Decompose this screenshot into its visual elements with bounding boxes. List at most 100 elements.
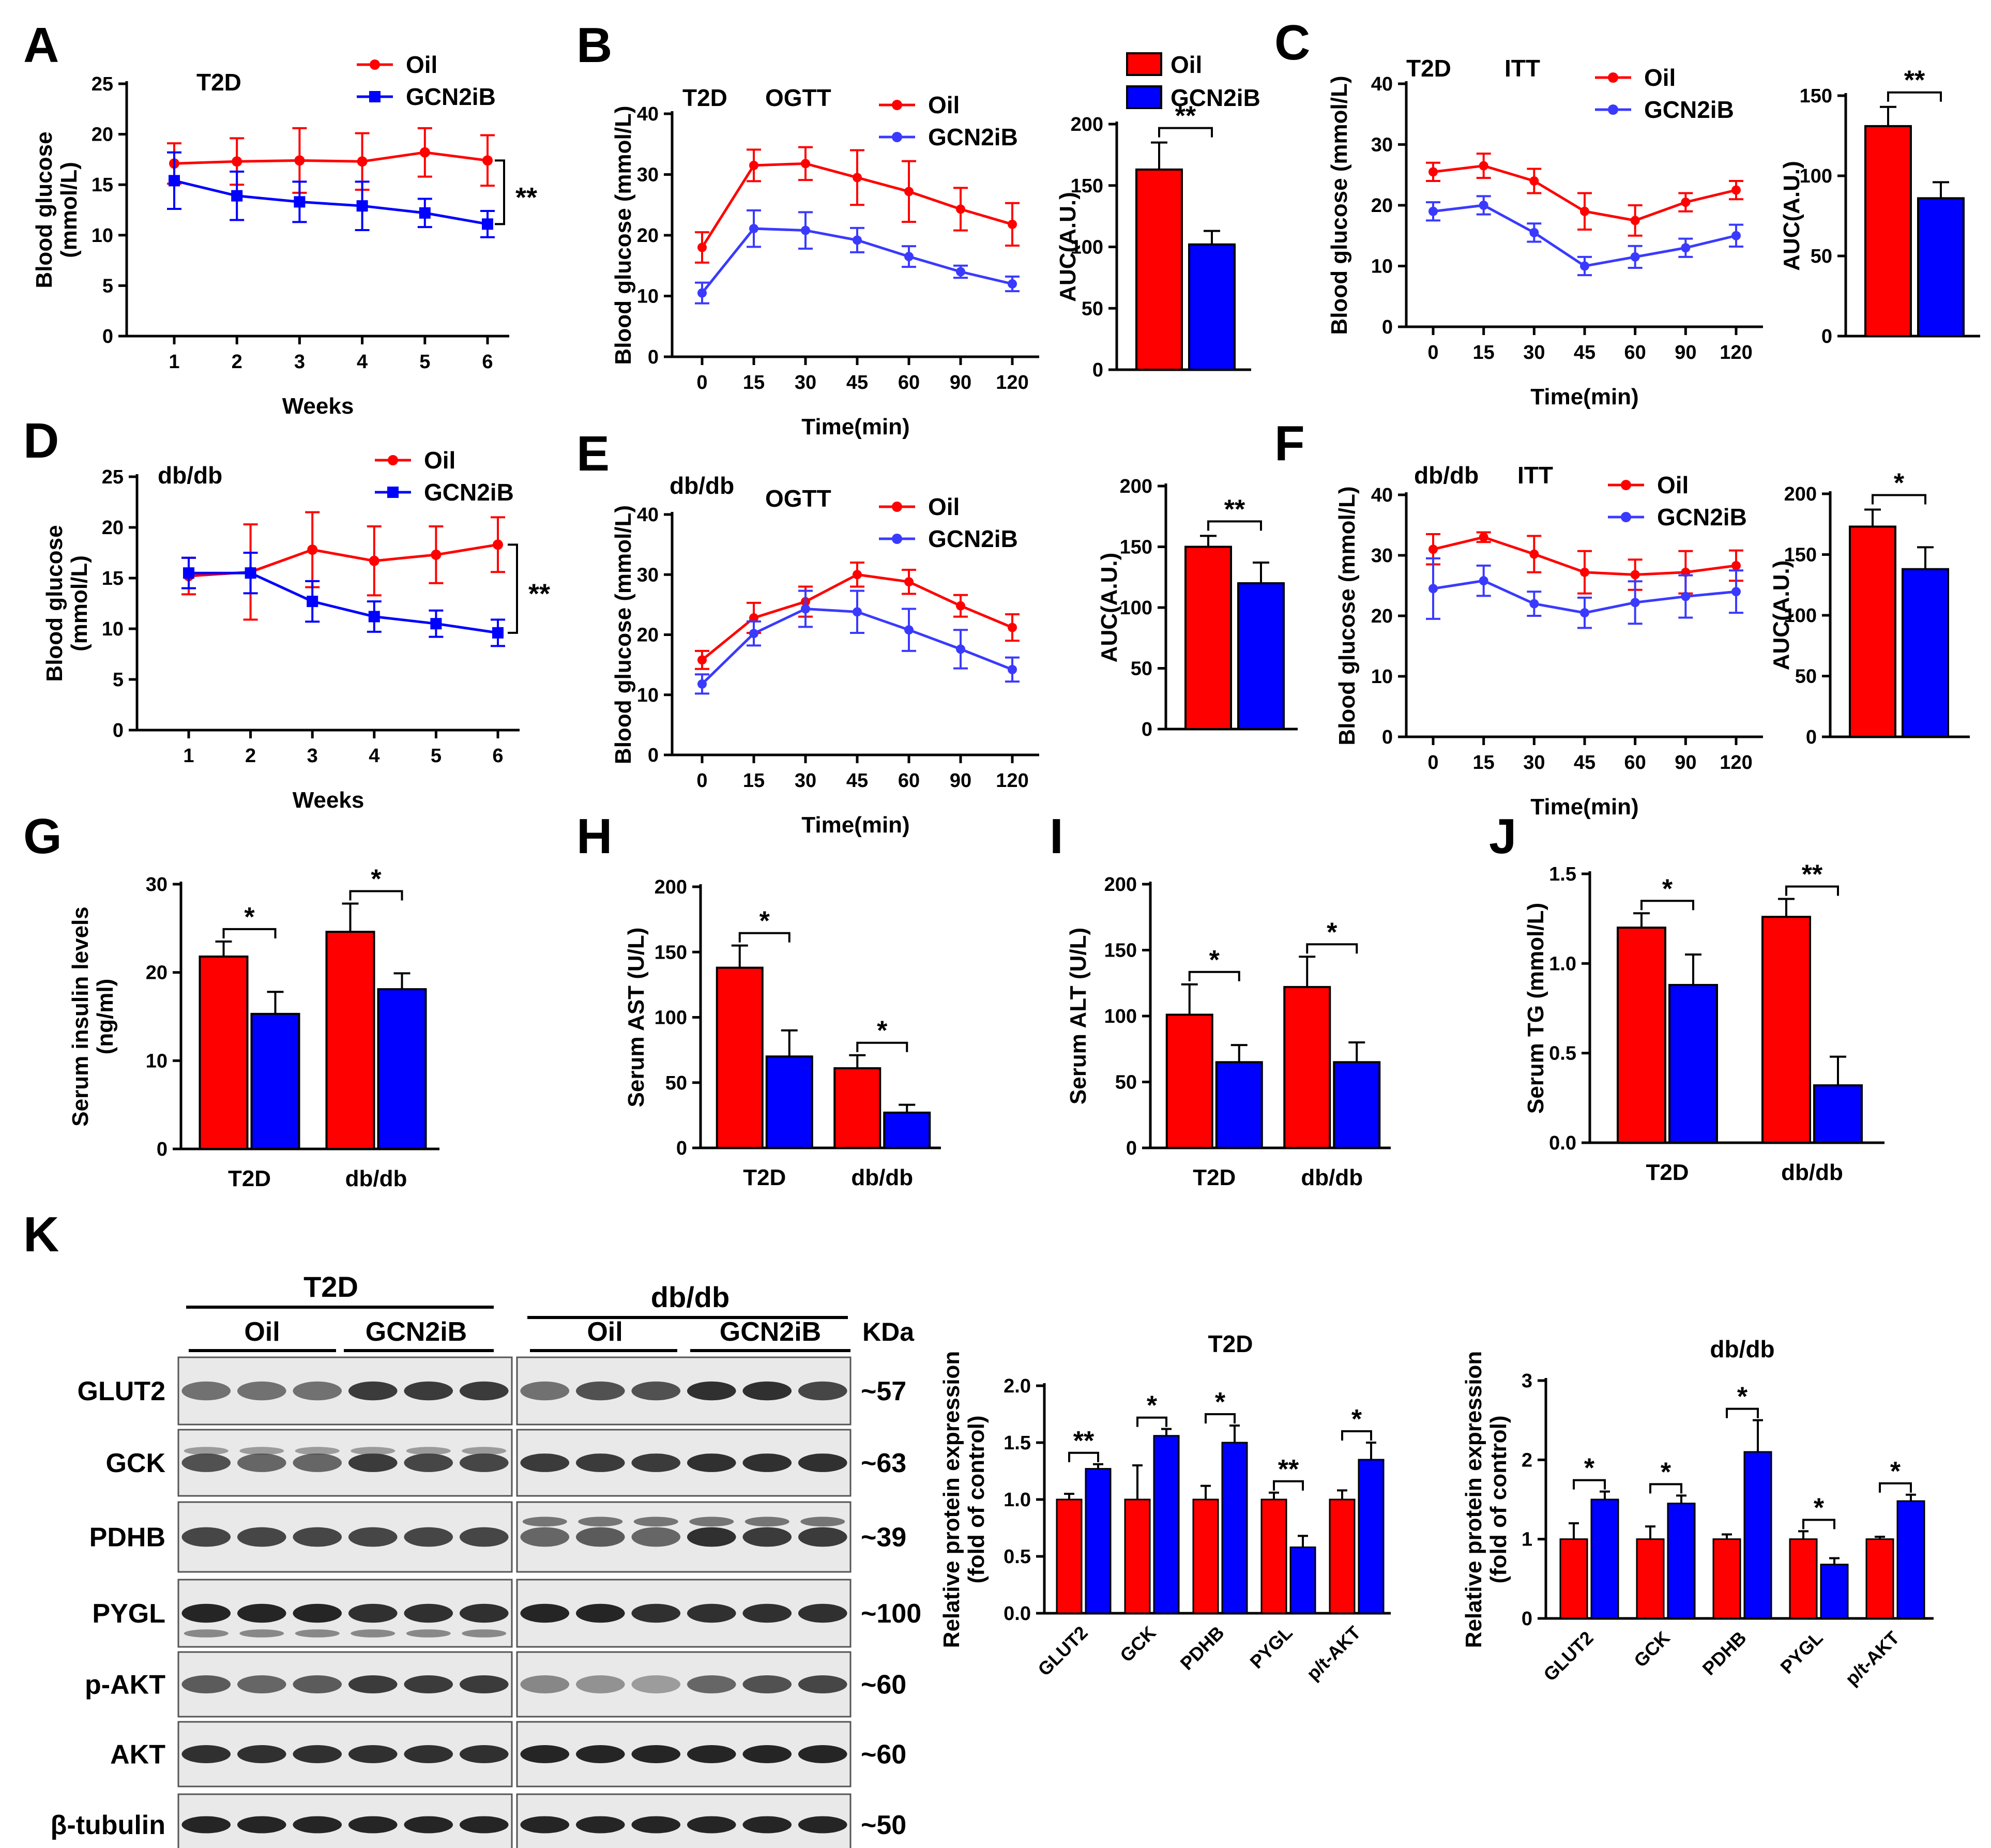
- x-axis-label: Time(min): [801, 812, 909, 838]
- protein-band: [293, 1453, 342, 1472]
- significance-label: *: [1351, 1404, 1362, 1434]
- protein-band: [798, 1745, 847, 1763]
- data-point: [1731, 561, 1741, 570]
- chart-title: db/db: [158, 462, 222, 489]
- blot-row-pygl: PYGL ~100: [92, 1579, 921, 1648]
- significance-bracket: [495, 159, 505, 225]
- data-point: [1731, 231, 1741, 240]
- line-chart-b: 0 10 20 30 40 0 15 30 45 60 90 120 Time(min) Blood gl…: [611, 84, 1039, 440]
- series-gcn2ib: [1426, 557, 1743, 629]
- y-tick-label: 20: [146, 962, 168, 984]
- blot-membrane: [516, 1793, 852, 1848]
- significance-label: *: [1662, 874, 1673, 904]
- y-tick-label: 20: [92, 124, 113, 146]
- protein-band: [520, 1675, 570, 1693]
- significance-bracket: [1207, 520, 1262, 531]
- series-oil: [695, 146, 1020, 264]
- y-tick-label: 5: [113, 669, 124, 691]
- data-point: [1681, 592, 1691, 601]
- data-point: [1428, 167, 1438, 177]
- protein-band: [237, 1816, 286, 1834]
- y-axis-label: (mmol/L): [67, 555, 92, 652]
- x-tick-label: p/t-AKT: [1841, 1627, 1904, 1690]
- panel-letter-e: E: [576, 426, 610, 481]
- significance-bracket: [1341, 1430, 1372, 1441]
- blot-membrane: [516, 1721, 852, 1788]
- protein-band: [520, 1381, 570, 1401]
- protein-band: [404, 1675, 453, 1693]
- legend-marker: [387, 487, 399, 498]
- protein-band: [404, 1453, 453, 1472]
- treatment-label-oil: Oil: [244, 1317, 280, 1347]
- significance-bracket: [1785, 885, 1839, 896]
- y-tick-label: 50: [1082, 298, 1103, 320]
- data-point: [1008, 219, 1017, 229]
- y-tick-label: 20: [1371, 605, 1393, 627]
- group-label-t2d: T2D: [303, 1270, 358, 1303]
- y-tick-label: 100: [1800, 165, 1832, 187]
- protein-band: [348, 1675, 398, 1693]
- data-point: [482, 218, 493, 230]
- protein-band: [631, 1453, 681, 1472]
- protein-band-secondary: [744, 1517, 789, 1527]
- y-axis-label: AUC(A.U.): [1097, 553, 1122, 663]
- bar-oil: [1260, 1498, 1287, 1614]
- data-point: [307, 596, 318, 608]
- data-point: [697, 655, 707, 665]
- protein-band-secondary: [239, 1629, 284, 1638]
- bar-oil: [1165, 1013, 1213, 1149]
- y-tick-label: 0: [1092, 359, 1103, 381]
- protein-band: [237, 1453, 286, 1472]
- legend-marker: [892, 132, 902, 142]
- significance-label: **: [1278, 1455, 1299, 1485]
- data-point: [357, 156, 368, 167]
- significance-label: *: [1209, 945, 1220, 975]
- protein-band: [631, 1603, 681, 1623]
- x-tick-label: 15: [1473, 752, 1495, 774]
- data-point: [1428, 544, 1438, 554]
- data-point: [1428, 584, 1438, 594]
- protein-band: [631, 1675, 681, 1693]
- protein-band: [798, 1603, 847, 1623]
- x-tick-label: 0: [696, 372, 707, 393]
- protein-band: [575, 1675, 625, 1693]
- y-tick-label: 40: [1371, 73, 1393, 95]
- data-point: [1630, 598, 1640, 608]
- legend-marker: [1621, 512, 1631, 522]
- series-oil: [167, 127, 495, 194]
- protein-band: [459, 1675, 509, 1693]
- x-axis-label: Weeks: [282, 393, 354, 419]
- protein-band-secondary: [462, 1447, 507, 1455]
- data-point: [492, 627, 504, 639]
- significance-label: *: [1814, 1493, 1825, 1523]
- y-axis-label: AUC(A.U.): [1055, 192, 1081, 302]
- legend-marker: [1608, 72, 1618, 83]
- series-gcn2ib: [181, 552, 505, 647]
- treatment-label-gcn2ib: GCN2iB: [720, 1317, 821, 1347]
- blot-membrane: [516, 1429, 852, 1497]
- data-point: [231, 190, 243, 202]
- x-tick-label: 6: [482, 351, 493, 373]
- y-tick-label: 0: [157, 1139, 168, 1160]
- legend-label: GCN2iB: [1657, 504, 1747, 531]
- legend-marker: [892, 100, 902, 110]
- series-line: [188, 543, 498, 578]
- significance-label: *: [371, 865, 382, 895]
- data-point: [1008, 664, 1017, 674]
- bar-oil: [1056, 1498, 1083, 1614]
- significance-bracket: [1573, 1479, 1606, 1490]
- data-point: [853, 173, 862, 183]
- significance-bracket: [1205, 1413, 1236, 1423]
- data-point: [1580, 567, 1589, 577]
- legend-label: Oil: [928, 493, 960, 520]
- protein-band: [798, 1816, 847, 1834]
- data-point: [801, 604, 810, 614]
- y-tick-label: 10: [1371, 256, 1393, 278]
- blot-row--tubulin: β-tubulin ~50: [51, 1793, 906, 1848]
- legend-label: GCN2iB: [406, 83, 496, 110]
- data-point: [1630, 570, 1640, 580]
- data-point: [1731, 587, 1741, 597]
- y-tick-label: 0: [676, 1138, 687, 1159]
- data-point: [1479, 532, 1488, 542]
- protein-band: [293, 1675, 342, 1693]
